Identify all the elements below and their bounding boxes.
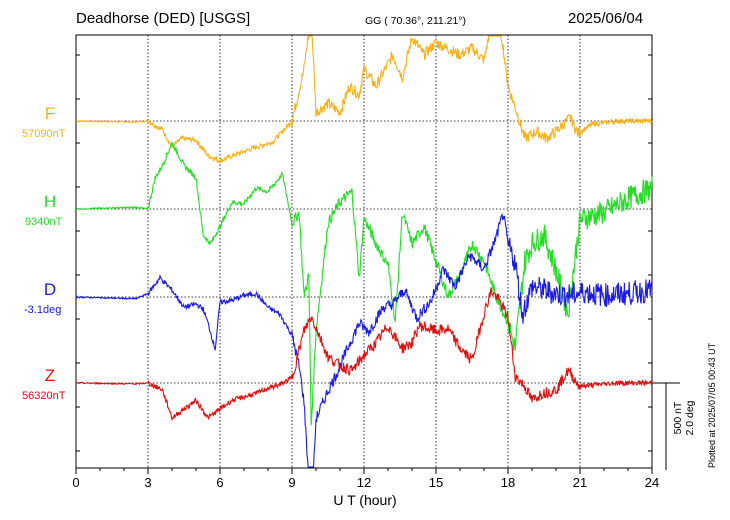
scale-deg-label: 2.0 deg — [684, 400, 696, 436]
series-name-h: H — [43, 192, 57, 211]
x-tick-label: 12 — [357, 475, 371, 490]
plotted-at-note: Plotted at 2025/07/05 00:43 UT — [707, 342, 717, 468]
x-tick-label: 9 — [288, 475, 295, 490]
series-line-f — [75, 35, 653, 164]
x-tick-label: 6 — [216, 475, 223, 490]
x-tick-label: 18 — [501, 475, 515, 490]
series-name-f: F — [44, 104, 56, 123]
x-tick-label: 0 — [72, 475, 79, 490]
x-axis-label: U T (hour) — [333, 492, 396, 508]
series-name-z: Z — [44, 366, 56, 385]
scale-bar-label: 500 nT 2.0 deg — [672, 388, 696, 448]
series-line-z — [75, 287, 653, 422]
x-tick-labels: 0 3 6 9 12 15 18 21 24 — [72, 475, 659, 490]
station-title: Deadhorse (DED) [USGS] — [76, 10, 251, 27]
plot-date: 2025/06/04 — [568, 10, 644, 27]
series-line-h — [75, 141, 653, 426]
series-lines — [75, 35, 653, 468]
series-name-d: D — [43, 280, 57, 299]
x-tick-label: 15 — [429, 475, 443, 490]
series-baseline-d: -3.1deg — [24, 304, 62, 316]
x-tick-label: 24 — [645, 475, 659, 490]
series-baseline-z: 56320nT — [22, 390, 66, 402]
scale-nt-label: 500 nT — [672, 401, 684, 435]
series-baseline-f: 57090nT — [22, 128, 66, 140]
x-tick-label: 21 — [573, 475, 587, 490]
x-tick-label: 3 — [144, 475, 151, 490]
series-line-d — [75, 212, 653, 468]
station-coordinates: GG ( 70.36°, 211.21°) — [365, 15, 467, 27]
series-baseline-h: 9340nT — [25, 216, 63, 228]
plot-grid — [75, 34, 680, 474]
